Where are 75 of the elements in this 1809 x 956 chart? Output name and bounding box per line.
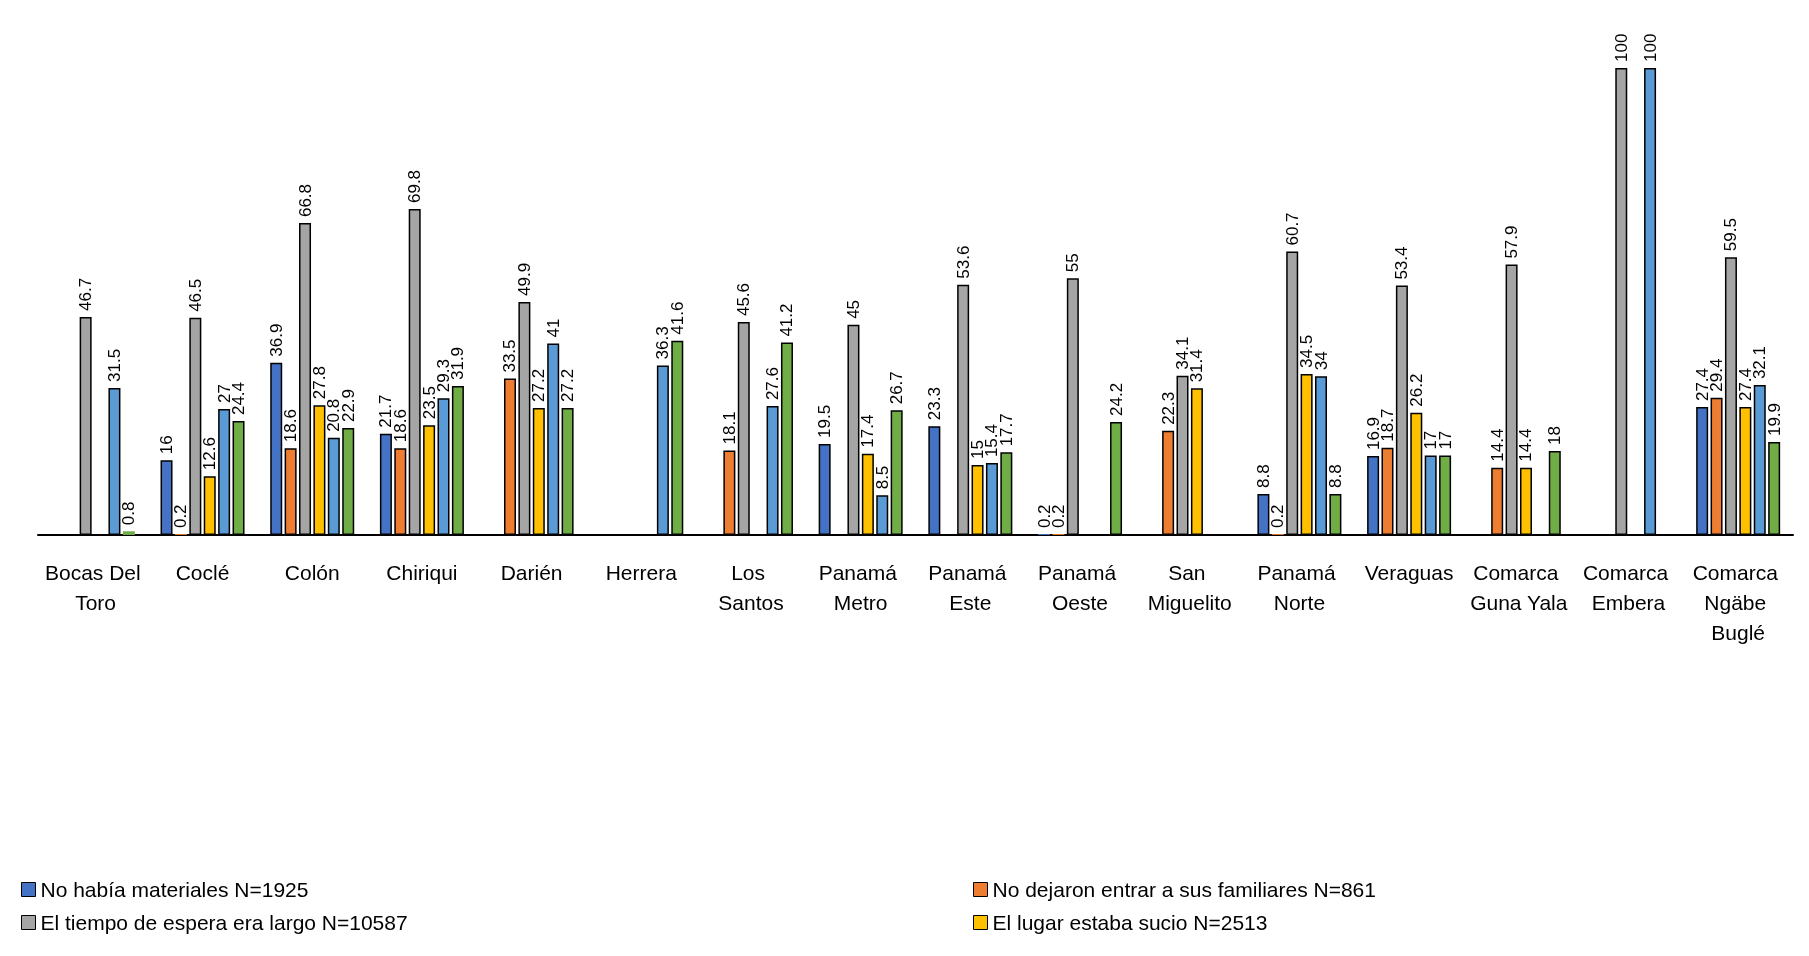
data-label: 31.5 xyxy=(104,348,124,382)
x-tick-label: Comarca Guna Yala xyxy=(1470,560,1568,614)
legend-label: No había materiales N=1925 xyxy=(40,878,309,901)
data-label: 55 xyxy=(1063,253,1083,273)
data-label: 14.4 xyxy=(1516,428,1536,462)
data-label: 45.6 xyxy=(734,282,754,317)
data-label: 18 xyxy=(1545,426,1565,445)
legend-label: El tiempo de espera era largo N=10587 xyxy=(40,911,408,934)
x-tick-label: Los Santos xyxy=(718,560,784,614)
data-label: 24.2 xyxy=(1106,382,1126,416)
data-label: 27.8 xyxy=(309,366,329,400)
data-label: 0.8 xyxy=(119,501,139,526)
data-label: 53.4 xyxy=(1392,246,1412,280)
x-tick-label: Chiriqui xyxy=(386,560,458,584)
x-tick-label: Comarca Embera xyxy=(1582,560,1674,614)
data-label: 8.8 xyxy=(1253,464,1273,488)
x-tick-label: Bocas Del Toro xyxy=(44,560,141,614)
data-label: 100 xyxy=(1611,33,1631,62)
data-label: 41.2 xyxy=(777,303,797,337)
data-label: 22.9 xyxy=(338,388,358,423)
bar xyxy=(122,531,135,535)
data-label: 29.4 xyxy=(1707,358,1727,392)
x-tick-label: Darién xyxy=(500,560,563,584)
data-label: 46.5 xyxy=(185,278,205,312)
data-label: 32.1 xyxy=(1750,346,1770,380)
data-label: 33.5 xyxy=(500,339,520,373)
x-tick-label: Panamá Norte xyxy=(1257,560,1342,614)
data-label: 36.9 xyxy=(266,323,286,357)
x-tick-label: Comarca Ngäbe Buglé xyxy=(1692,560,1784,644)
data-label: 100 xyxy=(1640,33,1660,62)
data-label: 19.9 xyxy=(1764,402,1784,437)
data-label: 24.4 xyxy=(229,381,249,416)
data-label: 46.7 xyxy=(76,277,96,311)
data-label: 34 xyxy=(1311,351,1331,371)
data-label: 53.6 xyxy=(953,245,973,279)
data-label: 45 xyxy=(843,299,863,319)
data-label: 27.2 xyxy=(529,368,549,402)
x-tick-label: Panamá Metro xyxy=(818,560,903,614)
data-label: 57.9 xyxy=(1502,225,1522,259)
data-label: 27.6 xyxy=(763,367,783,401)
data-label: 41.6 xyxy=(667,301,687,335)
x-tick-label: Panamá Oeste xyxy=(1038,560,1123,614)
x-tick-label: Herrera xyxy=(605,560,678,584)
data-label: 17.4 xyxy=(858,414,878,448)
data-label: 27.2 xyxy=(558,368,578,402)
data-label: 26.2 xyxy=(1406,373,1426,407)
data-label: 8.5 xyxy=(872,465,892,490)
data-label: 16 xyxy=(157,435,177,455)
data-label: 69.8 xyxy=(405,169,425,204)
data-label: 14.4 xyxy=(1487,428,1507,462)
legend-label: No dejaron entrar a sus familiares N=861 xyxy=(992,878,1376,901)
data-label: 26.7 xyxy=(887,371,907,405)
x-tick-label: Panamá Este xyxy=(928,560,1013,614)
data-label: 41 xyxy=(543,318,563,338)
data-label: 0.2 xyxy=(1268,504,1288,529)
data-label: 17.7 xyxy=(996,413,1016,447)
data-label: 17 xyxy=(1435,430,1455,450)
data-label: 49.9 xyxy=(514,262,534,296)
x-tick-label: Veraguas xyxy=(1364,560,1454,584)
data-label: 18.6 xyxy=(390,409,410,443)
x-tick-label: Coclé xyxy=(175,560,230,584)
data-label: 8.8 xyxy=(1325,464,1345,488)
data-label: 59.5 xyxy=(1721,218,1741,252)
data-label: 18.1 xyxy=(719,411,739,445)
data-label: 60.7 xyxy=(1282,212,1302,246)
data-label: 22.3 xyxy=(1158,391,1178,425)
data-label: 66.8 xyxy=(295,183,315,218)
data-label: 12.6 xyxy=(200,437,220,471)
data-label: 18.6 xyxy=(281,409,301,443)
legend-label: El lugar estaba sucio N=2513 xyxy=(992,911,1268,934)
x-tick-label: Colón xyxy=(284,560,340,584)
x-tick-label: San Miguelito xyxy=(1147,560,1232,614)
data-label: 23.3 xyxy=(924,387,944,421)
data-label: 0.2 xyxy=(171,504,191,529)
data-label: 19.5 xyxy=(815,404,835,438)
